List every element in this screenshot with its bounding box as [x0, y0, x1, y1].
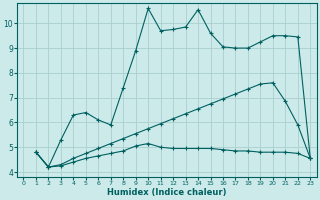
X-axis label: Humidex (Indice chaleur): Humidex (Indice chaleur) [107, 188, 227, 197]
